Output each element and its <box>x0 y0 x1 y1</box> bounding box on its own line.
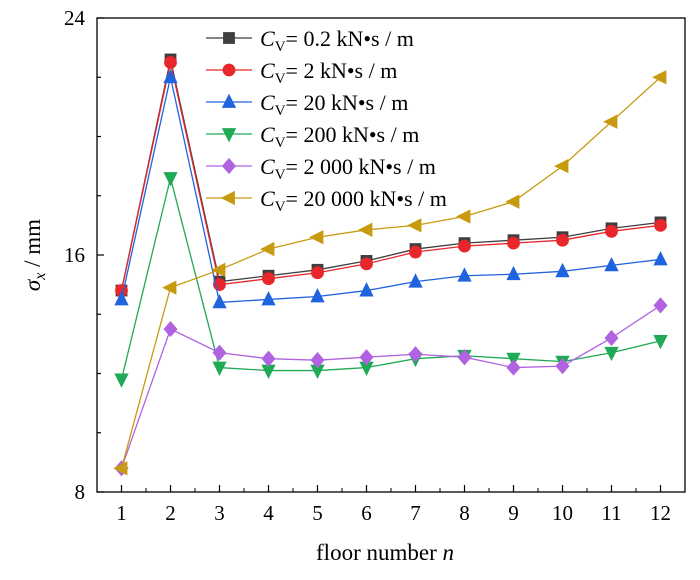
data-point <box>212 361 227 376</box>
data-point <box>456 209 471 224</box>
legend-label: CV= 0.2 kN•s / m <box>260 26 414 55</box>
legend-label: CV= 200 kN•s / m <box>260 122 419 151</box>
legend-label: CV= 2 kN•s / m <box>260 58 397 87</box>
x-axis: 1 2 3 4 5 6 7 8 9 10 11 12 <box>116 485 671 525</box>
data-point <box>359 282 374 297</box>
legend-item: CV= 2 000 kN•s / m <box>206 154 436 183</box>
legend: CV= 0.2 kN•s / m CV= 2 kN•s / m CV= 20 kN•… <box>206 26 447 215</box>
x-tick-label: 7 <box>410 501 421 525</box>
data-point <box>554 158 569 174</box>
data-point <box>654 218 667 232</box>
data-point <box>556 233 569 247</box>
legend-marker <box>223 32 235 44</box>
data-point <box>211 262 226 277</box>
x-tick-label: 11 <box>601 501 621 525</box>
x-tick-label: 6 <box>361 501 372 525</box>
data-point <box>212 344 227 361</box>
data-point <box>261 291 276 306</box>
x-tick-label: 12 <box>650 501 671 525</box>
legend-item: CV= 200 kN•s / m <box>206 122 419 151</box>
data-point <box>262 272 275 286</box>
data-point <box>457 349 472 366</box>
data-point <box>360 257 373 271</box>
data-point <box>311 266 324 280</box>
data-point <box>653 297 668 314</box>
legend-marker <box>220 190 235 206</box>
series-line <box>120 77 661 304</box>
data-point <box>163 68 178 84</box>
data-point <box>605 224 618 238</box>
legend-marker <box>221 157 237 175</box>
x-tick-label: 3 <box>214 501 225 525</box>
data-point <box>653 335 668 350</box>
data-point <box>164 56 177 69</box>
data-point <box>114 291 129 306</box>
x-tick-label: 10 <box>552 501 573 525</box>
data-point <box>163 172 178 187</box>
y-tick-label: 8 <box>75 480 86 504</box>
x-tick-label: 1 <box>116 501 127 525</box>
series-line <box>120 177 661 380</box>
data-point <box>114 373 129 388</box>
data-point <box>261 364 276 379</box>
data-point <box>162 280 177 295</box>
legend-marker <box>221 128 237 143</box>
x-tick-label: 9 <box>508 501 519 525</box>
series-3 <box>114 68 668 309</box>
x-axis-title: floor number n <box>316 540 454 565</box>
data-point <box>310 352 325 369</box>
data-point <box>555 357 570 375</box>
series-line <box>120 76 661 469</box>
data-point <box>407 218 422 233</box>
data-point <box>358 222 373 237</box>
x-tick-label: 4 <box>263 501 274 525</box>
legend-marker <box>221 93 237 108</box>
data-point <box>163 320 178 338</box>
data-point <box>408 273 423 288</box>
y-axis-title: σx / mm <box>20 219 49 291</box>
data-point <box>506 265 521 281</box>
data-point <box>113 461 128 476</box>
y-axis: 8 16 24 <box>64 6 104 504</box>
series-layer <box>113 53 668 477</box>
legend-item: CV= 20 000 kN•s / m <box>206 186 447 215</box>
data-point <box>408 346 423 363</box>
data-point <box>507 236 520 250</box>
legend-label: CV= 20 000 kN•s / m <box>260 186 447 215</box>
legend-item: CV= 20 kN•s / m <box>206 90 408 119</box>
legend-item: CV= 0.2 kN•s / m <box>206 26 414 55</box>
data-point <box>457 267 472 282</box>
y-tick-label: 24 <box>64 6 86 30</box>
y-tick-label: 16 <box>64 243 85 267</box>
data-point <box>505 194 520 209</box>
data-point <box>506 359 521 376</box>
data-point <box>555 262 570 278</box>
series-5 <box>114 297 668 477</box>
data-point <box>652 70 667 85</box>
x-tick-label: 2 <box>165 501 176 525</box>
x-tick-label: 8 <box>459 501 470 525</box>
series-line <box>120 304 661 469</box>
legend-label: CV= 2 000 kN•s / m <box>260 154 436 183</box>
data-point <box>653 251 668 266</box>
x-tick-label: 5 <box>312 501 323 525</box>
series-line <box>120 62 661 291</box>
legend-label: CV= 20 kN•s / m <box>260 90 408 119</box>
legend-marker <box>222 63 236 77</box>
series-6 <box>113 70 667 476</box>
data-point <box>309 230 324 245</box>
data-point <box>458 239 471 253</box>
data-point <box>261 350 276 367</box>
data-point <box>603 114 618 129</box>
legend-item: CV= 2 kN•s / m <box>206 58 397 87</box>
data-point <box>359 349 374 366</box>
data-point <box>604 329 619 347</box>
data-point <box>604 346 619 362</box>
data-point <box>409 245 422 259</box>
data-point <box>310 288 325 303</box>
data-point <box>212 294 227 309</box>
data-point <box>604 256 619 272</box>
data-point <box>260 241 275 257</box>
